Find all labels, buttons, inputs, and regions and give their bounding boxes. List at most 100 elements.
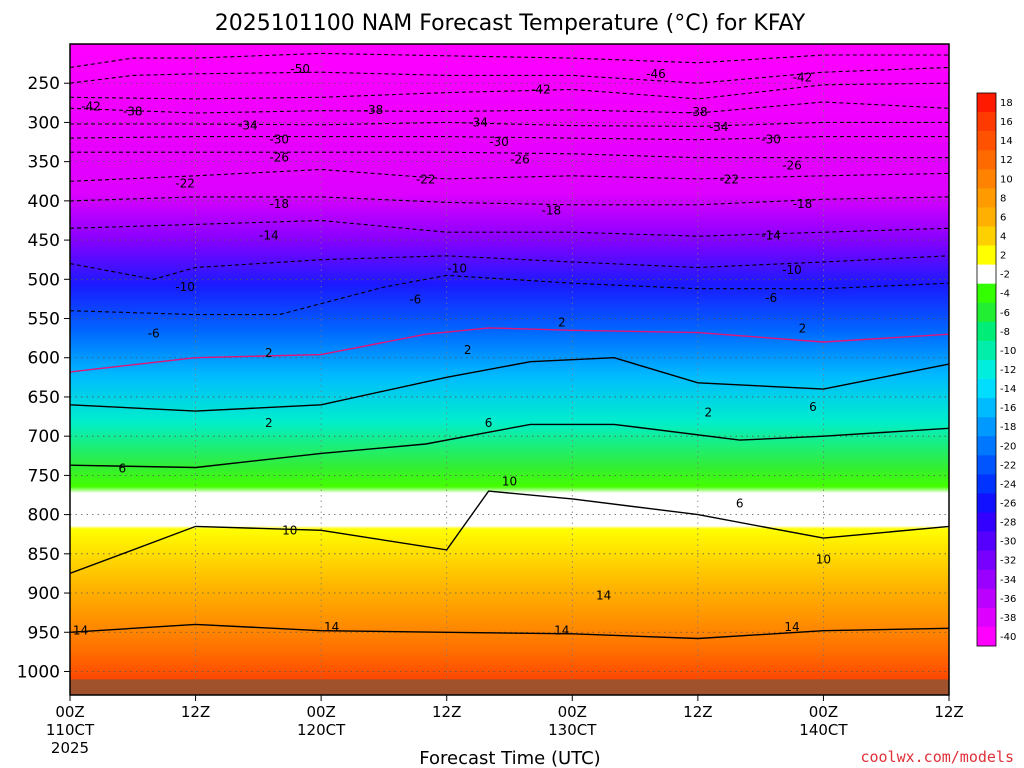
y-tick-label: 300 — [28, 113, 60, 133]
contour-label: 2 — [558, 315, 566, 329]
colorbar-swatch — [977, 321, 996, 342]
isotherm-line — [70, 423, 949, 469]
colorbar-label: -38 — [1000, 613, 1016, 624]
colorbar: 18 16 14 12 10 8 6 4 2 -2 -4 -6 -8 -10 -12 -14 -16 -18 -20… — [976, 92, 1016, 647]
colorbar-swatch — [977, 340, 996, 361]
isotherm-line — [70, 66, 949, 84]
contour-labels: -50 -46-42-42-42-38 -38 -38-34 -34 -34-30 -30-… — [73, 62, 831, 638]
colorbar-swatch — [977, 455, 996, 475]
colorbar-label: -28 — [1000, 518, 1016, 529]
credit-link[interactable]: coolwx.com/models — [860, 748, 1014, 766]
contour-label: -10 — [447, 261, 467, 275]
x-tick-label: 12Z — [181, 703, 210, 721]
contour-label: 10 — [816, 552, 831, 566]
contour-label: 2 — [265, 416, 273, 430]
isotherm-line — [70, 327, 949, 373]
colorbar-swatch — [977, 131, 996, 151]
colorbar-swatch — [977, 626, 996, 647]
contour-label: 10 — [282, 523, 297, 537]
contour-label: -34 — [468, 115, 488, 129]
colorbar-label: -22 — [1000, 460, 1016, 471]
contour-label: -10 — [782, 263, 802, 277]
colorbar-label: -4 — [1000, 289, 1010, 300]
x-tick-label: 00Z — [306, 703, 335, 721]
y-tick-label: 450 — [28, 231, 60, 251]
isotherm-line — [70, 623, 949, 640]
contour-label: 14 — [784, 620, 799, 634]
contour-label: 2 — [799, 322, 807, 336]
colorbar-swatch — [977, 245, 996, 265]
colorbar-swatch — [977, 359, 996, 380]
colorbar-swatch — [977, 283, 996, 304]
colorbar-label: -24 — [1000, 479, 1016, 490]
contour-label: 6 — [119, 461, 127, 475]
y-axis: 250 300 350 400 450 500 550 600 650 700 750 800 850 9… — [17, 74, 70, 682]
ground-surface — [70, 679, 949, 695]
x-tick-label: 12Z — [432, 703, 461, 721]
x-tick-label: 110CT — [46, 721, 95, 739]
y-tick-label: 1000 — [17, 662, 60, 682]
colorbar-label: 12 — [1000, 155, 1013, 166]
colorbar-swatch — [977, 112, 996, 132]
contour-label: -10 — [175, 280, 195, 294]
isotherm-line — [70, 255, 949, 280]
contour-label: -30 — [761, 133, 781, 147]
colorbar-swatch — [977, 607, 996, 628]
colorbar-label: 18 — [1000, 98, 1013, 109]
contour-label: 2 — [464, 343, 472, 357]
x-axis-title: Forecast Time (UTC) — [419, 748, 600, 768]
colorbar-swatch — [977, 569, 996, 590]
contour-label: -26 — [269, 151, 289, 165]
y-tick-label: 700 — [28, 427, 60, 447]
colorbar-label: -2 — [1000, 270, 1010, 281]
colorbar-label: -40 — [1000, 632, 1016, 643]
contour-label: 6 — [809, 400, 817, 414]
y-tick-label: 550 — [28, 310, 60, 330]
contour-label: -14 — [761, 228, 781, 242]
y-tick-label: 600 — [28, 349, 60, 369]
colorbar-swatch — [977, 588, 996, 609]
colorbar-swatch — [977, 150, 996, 170]
colorbar-label: 14 — [1000, 136, 1013, 147]
y-tick-label: 250 — [28, 74, 60, 94]
contour-label: -38 — [364, 103, 384, 117]
isotherm-line — [70, 356, 949, 412]
colorbar-label: -36 — [1000, 594, 1016, 605]
colorbar-label: 16 — [1000, 117, 1013, 128]
x-tick-label: 12Z — [934, 703, 963, 721]
colorbar-label: 10 — [1000, 174, 1013, 185]
y-tick-label: 950 — [28, 623, 60, 643]
colorbar-swatch — [977, 436, 996, 456]
colorbar-frame — [976, 92, 997, 647]
colorbar-swatch — [977, 188, 996, 208]
colorbar-swatch — [977, 93, 996, 113]
colorbar-label: -18 — [1000, 422, 1016, 433]
colorbar-swatch — [977, 531, 996, 551]
contour-label: 2 — [265, 346, 273, 360]
colorbar-label: -16 — [1000, 403, 1016, 414]
contour-label: 6 — [485, 416, 493, 430]
contour-label: 14 — [554, 624, 569, 638]
contour-label: -6 — [148, 326, 160, 340]
colorbar-swatch — [977, 207, 996, 227]
x-tick-label: 140CT — [799, 721, 848, 739]
contour-label: -38 — [688, 105, 708, 119]
colorbar-label: -32 — [1000, 556, 1016, 567]
colorbar-swatch — [977, 398, 996, 418]
x-tick-label: 2025 — [51, 739, 89, 757]
y-tick-label: 500 — [28, 270, 60, 290]
chart-title: 2025101100 NAM Forecast Temperature (°C)… — [215, 11, 806, 36]
contour-label: -6 — [765, 291, 777, 305]
contour-label: 6 — [736, 497, 744, 511]
y-tick-label: 800 — [28, 506, 60, 526]
contour-label: -34 — [238, 119, 258, 133]
contour-label: -42 — [793, 71, 813, 85]
colorbar-label: 6 — [1000, 212, 1006, 223]
contour-label: -18 — [793, 197, 813, 211]
colorbar-swatch — [977, 474, 996, 494]
colorbar-swatch — [977, 493, 996, 513]
contour-label: 2 — [705, 406, 713, 420]
contour-label: -14 — [259, 228, 279, 242]
